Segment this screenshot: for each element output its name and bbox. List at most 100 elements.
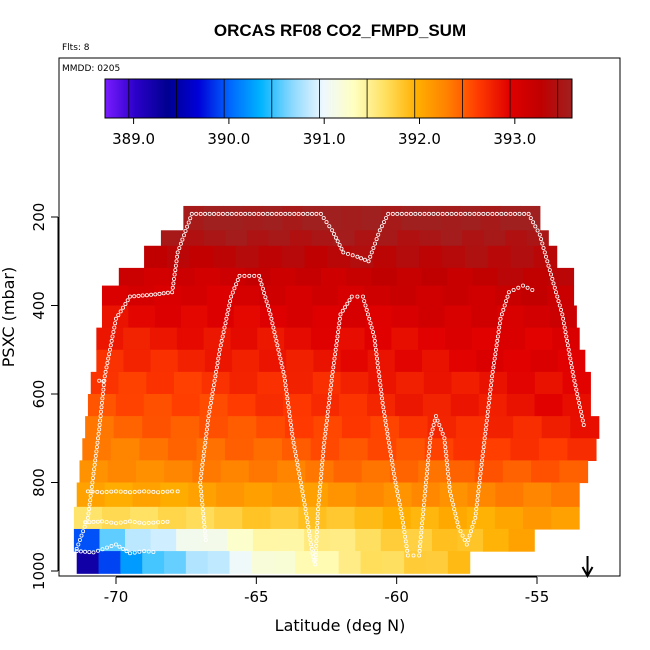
- track-point: [91, 550, 96, 555]
- track-point: [530, 287, 535, 292]
- track-point: [207, 211, 212, 216]
- track-point: [384, 422, 389, 427]
- track-point: [320, 458, 325, 463]
- heatmap-cell: [132, 482, 162, 508]
- track-point: [484, 418, 489, 423]
- track-point: [235, 277, 240, 282]
- heatmap-cell: [497, 267, 524, 287]
- track-point: [202, 520, 207, 525]
- track-point: [544, 254, 549, 259]
- heatmap-cell: [533, 245, 558, 269]
- heatmap-cell: [160, 482, 189, 508]
- track-point: [82, 524, 87, 529]
- track-point: [87, 506, 92, 511]
- track-point: [322, 440, 327, 445]
- track-point: [318, 480, 323, 485]
- track-point: [85, 489, 90, 494]
- heatmap-cell: [394, 349, 423, 373]
- track-point: [446, 476, 451, 481]
- track-point: [571, 374, 576, 379]
- track-point: [503, 211, 508, 216]
- heatmap-cell: [203, 327, 232, 351]
- heatmap-cell: [329, 528, 356, 552]
- heatmap-cell: [281, 245, 306, 269]
- track-point: [566, 347, 571, 352]
- track-point: [493, 352, 498, 357]
- heatmap-cell: [451, 371, 480, 395]
- x-tick-label: -70: [104, 588, 129, 606]
- heatmap-cell: [232, 285, 260, 307]
- track-point: [258, 278, 263, 283]
- track-point: [292, 445, 297, 450]
- track-point: [323, 431, 328, 436]
- track-point: [199, 493, 204, 498]
- heatmap-cell: [445, 327, 473, 351]
- track-point: [322, 436, 327, 441]
- track-point: [221, 330, 226, 335]
- track-point: [391, 471, 396, 476]
- track-point: [319, 471, 324, 476]
- heatmap-cell: [257, 371, 286, 395]
- track-point: [100, 400, 105, 405]
- track-point: [175, 250, 180, 255]
- track-point: [121, 305, 126, 310]
- track-point: [486, 405, 491, 410]
- heatmap-cell: [284, 327, 312, 351]
- track-point: [79, 533, 84, 538]
- track-point: [557, 303, 562, 308]
- track-point: [559, 307, 564, 312]
- heatmap-cell: [424, 438, 454, 461]
- heatmap-cell: [339, 394, 368, 417]
- track-point: [337, 321, 342, 326]
- track-point: [91, 476, 96, 481]
- track-point: [223, 321, 228, 326]
- track-point: [105, 545, 110, 550]
- heatmap-cell: [87, 394, 117, 417]
- track-point: [103, 369, 108, 374]
- track-point: [376, 232, 381, 237]
- track-point: [388, 449, 393, 454]
- heatmap-cell: [480, 205, 501, 231]
- track-point: [347, 298, 352, 303]
- track-point: [256, 211, 261, 216]
- track-point: [402, 530, 407, 535]
- heatmap-cell: [340, 349, 369, 373]
- track-point: [455, 520, 460, 525]
- track-point: [487, 396, 492, 401]
- heatmap-cell: [248, 460, 278, 484]
- track-point: [333, 235, 338, 240]
- track-point: [579, 409, 584, 414]
- track-point: [112, 325, 117, 330]
- track-point: [225, 211, 230, 216]
- track-point: [109, 520, 114, 525]
- heatmap-cell: [522, 267, 549, 287]
- track-point: [417, 553, 422, 558]
- x-tick-label: -65: [244, 588, 269, 606]
- track-point: [560, 312, 565, 317]
- track-point: [349, 294, 354, 299]
- track-point: [217, 352, 222, 357]
- track-point: [265, 303, 270, 308]
- track-point: [92, 467, 97, 472]
- track-point: [526, 211, 531, 216]
- track-point: [450, 498, 455, 503]
- heatmap-cell: [252, 528, 280, 552]
- track-point: [99, 405, 104, 410]
- chart-title: ORCAS RF08 CO2_FMPD_SUM: [214, 21, 466, 40]
- track-point: [445, 211, 450, 216]
- track-point: [315, 520, 320, 525]
- track-point: [485, 211, 490, 216]
- track-point: [146, 489, 151, 494]
- track-point: [549, 272, 554, 277]
- track-point: [104, 520, 109, 525]
- track-point: [200, 507, 205, 512]
- heatmap-cell: [272, 482, 301, 508]
- track-point: [198, 484, 203, 489]
- heatmap-cell: [101, 285, 129, 307]
- track-point: [528, 216, 533, 221]
- heatmap-cell: [186, 506, 215, 530]
- track-point: [218, 343, 223, 348]
- track-point: [91, 519, 96, 524]
- heatmap-cell: [327, 245, 351, 269]
- heatmap-cell: [316, 551, 340, 574]
